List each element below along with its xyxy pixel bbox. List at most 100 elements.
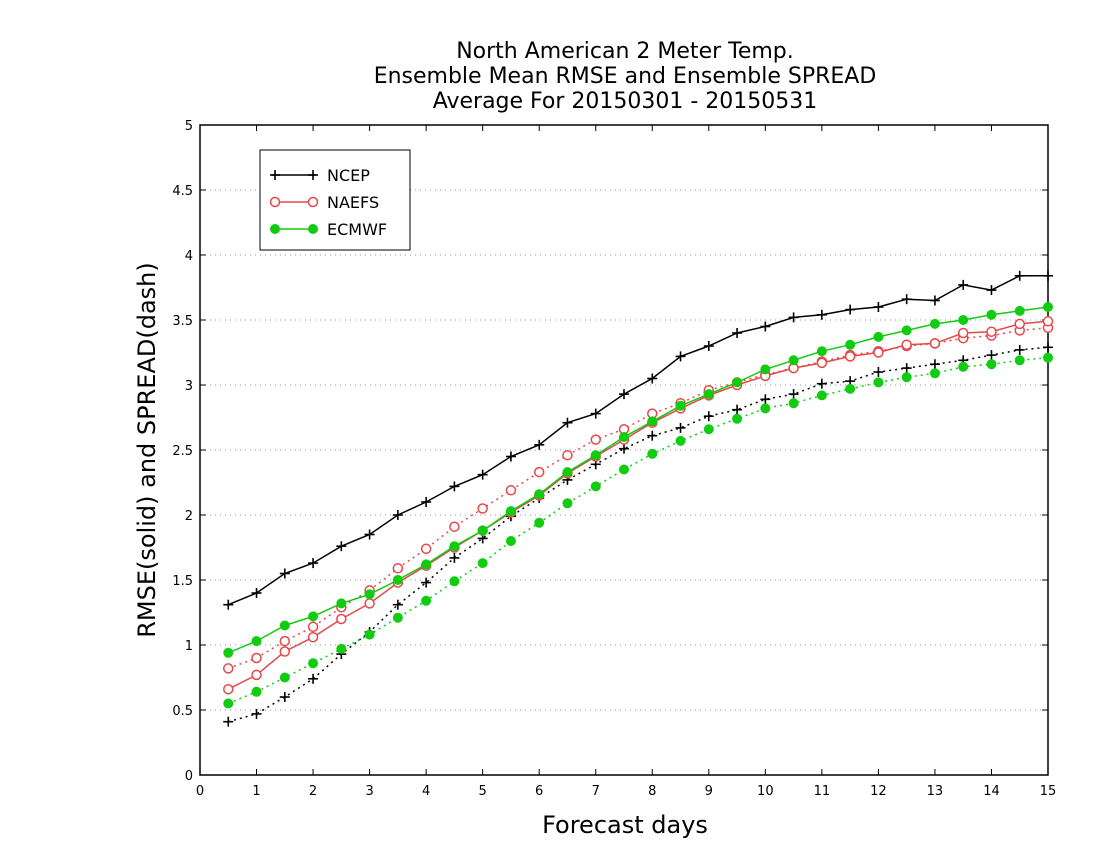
x-tick-label: 2 [309, 784, 317, 799]
series-ncep-rmse-point [647, 373, 658, 384]
x-tick-label: 14 [983, 784, 1000, 799]
series-ecmwf-spread-point [788, 398, 799, 409]
chart-title-line-2: Ensemble Mean RMSE and Ensemble SPREAD [374, 64, 877, 89]
series-naefs-spread-point [449, 521, 460, 532]
series-naefs-rmse-point [929, 338, 941, 349]
series-naefs-spread-point [590, 434, 601, 445]
chart-title-line-1: North American 2 Meter Temp. [456, 39, 794, 64]
series-ncep-spread-point [421, 577, 432, 588]
y-tick-label: 2.5 [172, 444, 193, 459]
series-ncep-rmse-point [675, 351, 686, 362]
series-ncep-rmse-point [986, 285, 997, 296]
x-tick-label: 7 [592, 784, 600, 799]
series-ecmwf-spread-line [227, 356, 1049, 705]
series-ecmwf-rmse-point [336, 598, 347, 609]
series-ecmwf-spread-point [336, 643, 347, 654]
y-tick-label: 3.5 [172, 314, 193, 329]
series-naefs-spread-point [392, 563, 404, 574]
series-ecmwf-rmse-point [703, 389, 714, 400]
series-ncep-spread-point [732, 404, 743, 415]
series-naefs-rmse-point [844, 351, 856, 362]
series-ncep-rmse-point [958, 279, 969, 290]
y-tick-label: 1 [185, 639, 193, 654]
series-ecmwf-rmse-point [732, 377, 743, 388]
series-ncep-spread-point [223, 716, 234, 727]
series-ecmwf-spread-point [901, 372, 912, 383]
series-ncep-rmse-point [929, 295, 940, 306]
series-ncep-rmse-line [227, 275, 1048, 606]
series-ecmwf-rmse-point [958, 315, 969, 325]
series-ncep-spread-point [1043, 342, 1053, 353]
series-ncep-rmse-point [336, 541, 347, 552]
series-ecmwf-spread-point [534, 517, 545, 528]
x-tick-label: 0 [196, 784, 204, 799]
series-ecmwf-spread-point [279, 672, 290, 683]
series-naefs-spread-point [307, 621, 319, 633]
series-ncep-rmse-point [505, 451, 516, 462]
series-ecmwf-spread-point [986, 359, 997, 370]
series-ncep-rmse-point [1014, 270, 1025, 281]
legend-item-ecmwf: ECMWF [270, 220, 387, 239]
series-ecmwf-rmse-point [901, 325, 912, 336]
series-naefs-spread-point [223, 663, 234, 674]
series-ecmwf-spread-point [845, 383, 856, 394]
series-ecmwf-rmse-point [1014, 305, 1025, 316]
x-tick-label: 13 [927, 784, 944, 799]
series-ecmwf-spread-point [590, 481, 601, 492]
chart-title: North American 2 Meter Temp. Ensemble Me… [374, 39, 877, 114]
series-ecmwf-rmse-point [421, 559, 432, 570]
x-tick-label: 9 [705, 784, 713, 799]
y-axis-ticks: 0 0.5 1 1.5 2 2.5 3 3.5 4 4.5 5 [172, 119, 1048, 784]
x-tick-label: 6 [535, 784, 543, 799]
x-tick-label: 4 [422, 784, 430, 799]
series-naefs-rmse-point [364, 598, 375, 609]
legend-marker [269, 196, 281, 208]
series-ecmwf-rmse-point [760, 364, 771, 375]
series-ncep-rmse-point [562, 417, 573, 428]
series-naefs-spread-point [562, 449, 573, 461]
series-ncep-spread-point [308, 673, 319, 684]
series-naefs-rmse-point [307, 631, 319, 643]
series-ecmwf-rmse-point [308, 611, 319, 622]
series-ecmwf [223, 302, 1053, 709]
series-ecmwf-spread-point [251, 686, 262, 697]
series-ecmwf-rmse-point [929, 318, 940, 329]
series-naefs-rmse-point [816, 357, 828, 369]
legend-marker [307, 196, 319, 208]
series-ncep-spread-point [251, 708, 262, 719]
series-ncep-rmse-point [619, 389, 629, 400]
series-ncep-spread-point [647, 430, 658, 441]
x-tick-label: 1 [252, 784, 260, 799]
series-ncep-rmse-point [421, 497, 432, 507]
series-ecmwf-rmse-point [477, 525, 488, 536]
legend-item-ncep: NCEP [270, 166, 370, 185]
y-tick-label: 0.5 [172, 704, 193, 719]
series-naefs-rmse-point [957, 327, 969, 339]
series-ncep-rmse-point [901, 294, 912, 305]
series-naefs-rmse-point [1014, 318, 1025, 330]
x-tick-label: 8 [648, 784, 656, 799]
series-ncep-spread-point [619, 443, 629, 454]
legend-marker [308, 170, 318, 180]
series-ncep-rmse-point [392, 510, 403, 520]
series-ncep-spread-point [788, 389, 799, 400]
series-ecmwf-spread-point [223, 698, 234, 709]
series-ecmwf-rmse-point [251, 636, 262, 647]
legend-box [259, 149, 411, 251]
series-ncep-spread-line [228, 346, 1049, 723]
series-ecmwf-rmse-point [845, 339, 856, 350]
series-naefs-rmse-point [279, 646, 291, 657]
series-ecmwf-rmse-point [788, 355, 799, 366]
series-ecmwf-rmse-point [873, 331, 884, 342]
series-ecmwf-spread-point [732, 413, 743, 424]
series-ncep-rmse-point [873, 302, 884, 312]
series-ecmwf-rmse-point [534, 489, 545, 500]
series-ecmwf-rmse-point [1043, 302, 1053, 312]
series-ncep-rmse-point [449, 481, 460, 492]
series-ecmwf-rmse-point [590, 450, 601, 461]
series-ncep-spread-point [760, 394, 771, 405]
series-layer [223, 270, 1054, 727]
series-ecmwf-spread-point [873, 377, 884, 388]
series-ncep-spread-point [816, 378, 827, 389]
